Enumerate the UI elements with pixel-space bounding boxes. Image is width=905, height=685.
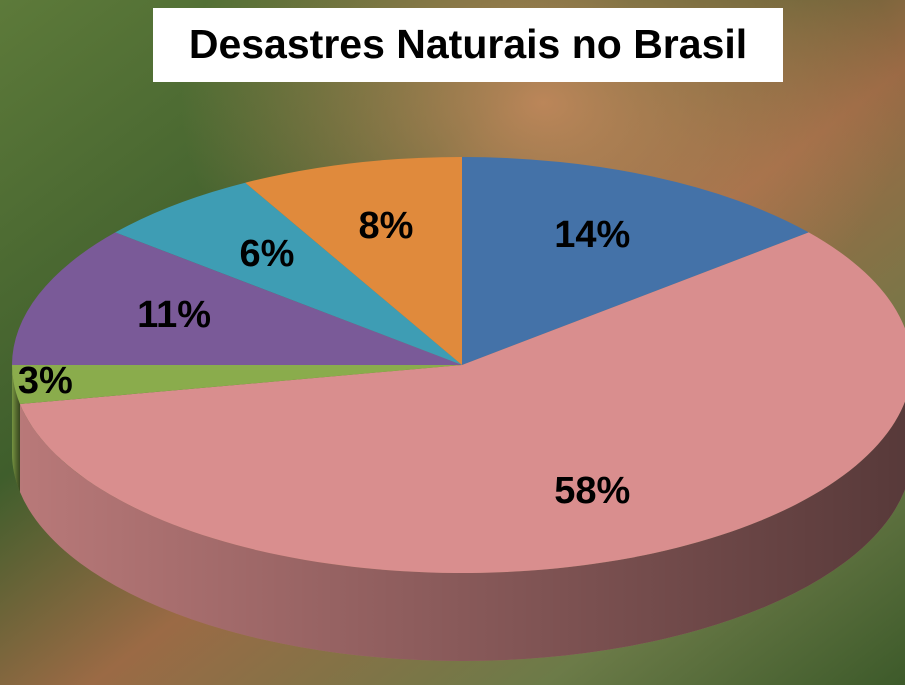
title-box	[153, 8, 783, 82]
slice	[115, 182, 462, 365]
value-label: 6%	[239, 233, 294, 275]
side-shade	[19, 401, 905, 661]
value-label: 14%	[554, 214, 630, 256]
slice	[245, 157, 462, 365]
pie: 14% 58% 3% 11% 6% 8%	[12, 157, 905, 661]
value-label: 58%	[554, 470, 630, 512]
value-label: 8%	[358, 205, 413, 247]
chart-title: Desastres Naturais no Brasil	[189, 21, 747, 67]
value-label: 3%	[18, 360, 73, 402]
slice	[462, 157, 809, 365]
value-label: 11%	[137, 294, 211, 336]
slice	[19, 232, 905, 573]
slice	[12, 232, 462, 365]
side-shade	[12, 365, 20, 492]
slice	[12, 365, 462, 404]
